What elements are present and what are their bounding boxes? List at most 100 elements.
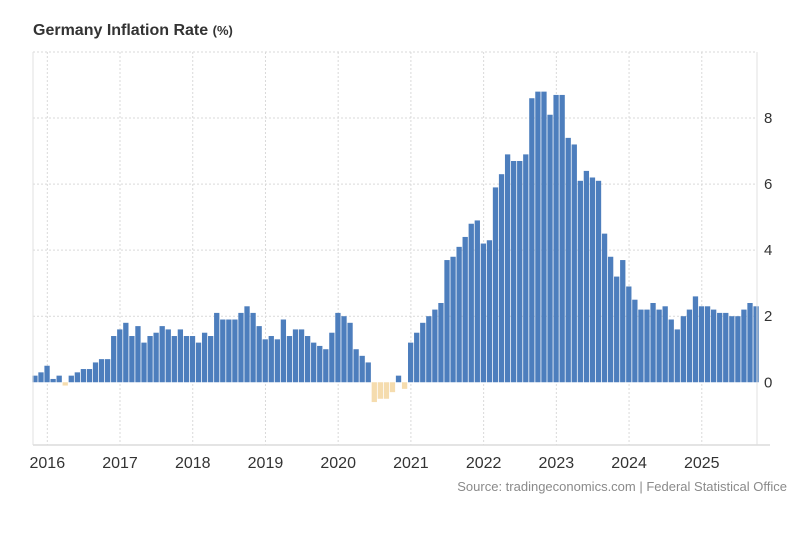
bar <box>553 94 559 383</box>
bar <box>650 302 656 383</box>
bar <box>353 349 359 383</box>
bar <box>571 144 577 383</box>
bar <box>50 378 56 383</box>
bar <box>141 342 147 383</box>
x-tick-label: 2016 <box>30 455 66 472</box>
bar <box>395 375 402 383</box>
bar-negative <box>371 382 377 403</box>
bar <box>632 299 638 383</box>
bar <box>56 375 62 383</box>
chart-title: Germany Inflation Rate (%) <box>33 22 233 40</box>
bar <box>426 316 432 383</box>
bar <box>92 362 99 383</box>
y-tick-labels: 0 2 4 6 8 <box>764 110 772 391</box>
x-tick-label: 2019 <box>248 455 284 472</box>
bars <box>32 91 759 403</box>
bar <box>523 154 529 383</box>
bar <box>662 306 668 383</box>
bar <box>323 349 329 383</box>
bar <box>541 91 547 383</box>
bar <box>86 369 93 383</box>
axes <box>32 52 770 446</box>
x-tick-label: 2022 <box>466 455 502 472</box>
bar <box>244 306 250 383</box>
bar <box>432 309 438 383</box>
bar <box>286 336 293 383</box>
bar <box>189 336 196 383</box>
bar <box>32 375 38 383</box>
bar <box>214 312 220 383</box>
bar <box>741 309 747 383</box>
bar <box>547 114 553 383</box>
bar <box>80 369 87 383</box>
bar <box>111 336 117 383</box>
bar <box>129 336 135 383</box>
bar <box>595 180 602 383</box>
bar <box>589 177 596 383</box>
bar <box>511 160 517 383</box>
bar <box>256 326 262 383</box>
chart-unit: (%) <box>212 23 233 38</box>
bar <box>607 256 614 383</box>
bar <box>717 312 723 383</box>
source-note: Source: tradingeconomics.com | Federal S… <box>457 479 787 494</box>
bar <box>535 91 541 383</box>
bar <box>38 372 44 383</box>
bar-negative <box>401 382 408 389</box>
bar <box>201 332 208 383</box>
bar <box>147 336 153 383</box>
x-tick-label: 2025 <box>684 455 720 472</box>
bar <box>68 375 74 383</box>
bar-negative <box>389 382 396 393</box>
bar <box>359 355 365 383</box>
x-tick-label: 2018 <box>175 455 211 472</box>
bar <box>517 160 523 383</box>
y-tick-label: 2 <box>764 308 772 325</box>
bar <box>686 309 693 383</box>
bar <box>268 336 274 383</box>
bar <box>232 319 238 383</box>
bar <box>317 345 323 383</box>
bar <box>226 319 232 383</box>
bar <box>620 260 626 383</box>
bar <box>408 342 414 383</box>
x-tick-label: 2024 <box>611 455 647 472</box>
y-tick-label: 8 <box>764 110 772 127</box>
bar <box>711 309 717 383</box>
bar <box>601 233 608 383</box>
bar <box>123 322 129 383</box>
bar <box>98 359 105 383</box>
bar <box>414 332 420 383</box>
bar <box>329 332 335 383</box>
bar <box>171 336 177 383</box>
bar <box>292 329 299 383</box>
bar <box>529 98 535 383</box>
y-tick-label: 4 <box>764 242 772 259</box>
bar <box>135 326 141 383</box>
x-tick-labels: 2016 2017 2018 2019 2020 2021 2022 2023 2024 2025 <box>30 455 720 472</box>
bar <box>692 296 699 383</box>
bar <box>668 319 674 383</box>
bar <box>341 316 347 383</box>
bar <box>577 180 583 383</box>
bar <box>638 309 644 383</box>
bar-negative <box>62 382 68 386</box>
bar <box>74 372 80 383</box>
bar <box>195 342 202 383</box>
bar <box>105 359 111 383</box>
bar <box>298 329 305 383</box>
bar <box>238 312 244 383</box>
bar <box>177 329 184 383</box>
x-tick-label: 2020 <box>320 455 356 472</box>
bar <box>644 309 650 383</box>
bar <box>347 322 353 383</box>
bar-negative <box>377 382 383 399</box>
bar <box>729 316 735 383</box>
bar <box>44 365 50 383</box>
bar <box>583 170 590 383</box>
chart-title-text: Germany Inflation Rate <box>33 22 209 39</box>
bar <box>153 332 159 383</box>
bar <box>220 319 226 383</box>
bar <box>698 306 705 383</box>
